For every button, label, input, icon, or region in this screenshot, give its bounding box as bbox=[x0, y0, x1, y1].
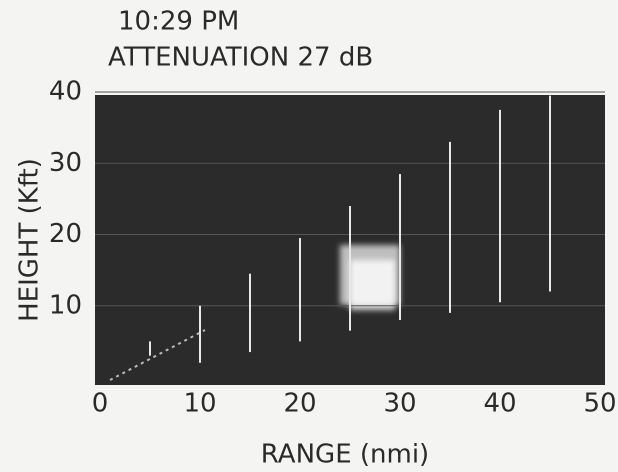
x-tick-label: 40 bbox=[483, 389, 516, 419]
x-tick-label: 10 bbox=[183, 389, 216, 419]
x-tick-label: 0 bbox=[92, 389, 109, 419]
x-tick-label: 30 bbox=[383, 389, 416, 419]
chart-title: 10:29 PM bbox=[118, 7, 239, 37]
y-axis-label: HEIGHT (Kft) bbox=[15, 158, 45, 322]
x-axis-label: RANGE (nmi) bbox=[261, 440, 429, 470]
x-tick-label: 50 bbox=[583, 389, 616, 419]
chart-subtitle: ATTENUATION 27 dB bbox=[108, 43, 373, 73]
y-tick-label: 20 bbox=[49, 219, 82, 249]
y-tick-label: 30 bbox=[49, 148, 82, 178]
y-tick-label: 10 bbox=[49, 290, 82, 320]
y-tick-label: 40 bbox=[49, 77, 82, 107]
x-tick-label: 20 bbox=[283, 389, 316, 419]
